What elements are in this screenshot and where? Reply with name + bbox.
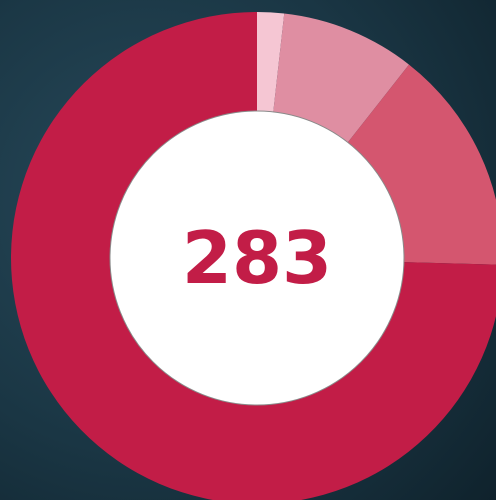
donut-slice bbox=[11, 12, 496, 500]
donut-slice bbox=[347, 64, 496, 265]
donut-hole bbox=[109, 110, 405, 406]
center-total: 283 bbox=[182, 216, 332, 300]
donut-slice bbox=[273, 13, 410, 143]
slices bbox=[11, 12, 496, 500]
donut-slice bbox=[257, 12, 285, 112]
